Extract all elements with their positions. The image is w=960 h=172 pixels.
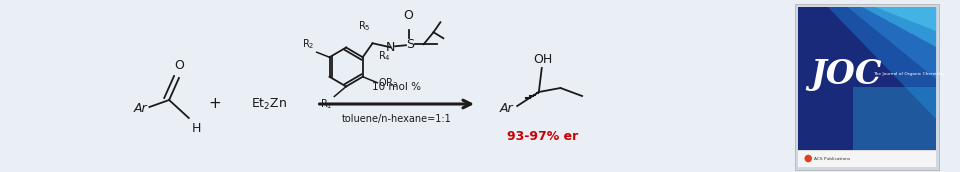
Circle shape (804, 155, 812, 162)
Text: +: + (208, 96, 221, 111)
Text: Ar: Ar (499, 103, 514, 116)
Text: 93-97% er: 93-97% er (507, 131, 578, 143)
Polygon shape (828, 7, 936, 119)
Bar (853, 87, 936, 167)
Text: OR$_3$: OR$_3$ (378, 76, 398, 90)
Text: toluene/n-hexane=1:1: toluene/n-hexane=1:1 (342, 114, 451, 124)
Polygon shape (876, 7, 936, 31)
Text: H: H (192, 122, 201, 135)
Polygon shape (862, 7, 936, 47)
Text: Et$_2$Zn: Et$_2$Zn (251, 96, 287, 112)
Text: N: N (386, 41, 395, 54)
Bar (799, 7, 936, 167)
Bar (796, 4, 939, 170)
Text: S: S (406, 38, 414, 51)
Text: O: O (174, 59, 184, 72)
Text: OH: OH (533, 53, 552, 66)
Text: The Journal of Organic Chemistry: The Journal of Organic Chemistry (874, 72, 945, 76)
Text: JOC: JOC (810, 58, 881, 91)
Text: R$_4$: R$_4$ (378, 49, 392, 63)
Text: O: O (403, 9, 413, 22)
Text: R$_2$: R$_2$ (302, 37, 315, 51)
Text: R$_5$: R$_5$ (358, 19, 371, 33)
Text: R$_1$: R$_1$ (320, 98, 332, 111)
Polygon shape (848, 7, 936, 79)
Bar (799, 150, 936, 167)
Text: ACS Publications: ACS Publications (814, 157, 851, 160)
Text: Ar: Ar (133, 101, 148, 115)
Text: 10 mol %: 10 mol % (372, 82, 421, 92)
